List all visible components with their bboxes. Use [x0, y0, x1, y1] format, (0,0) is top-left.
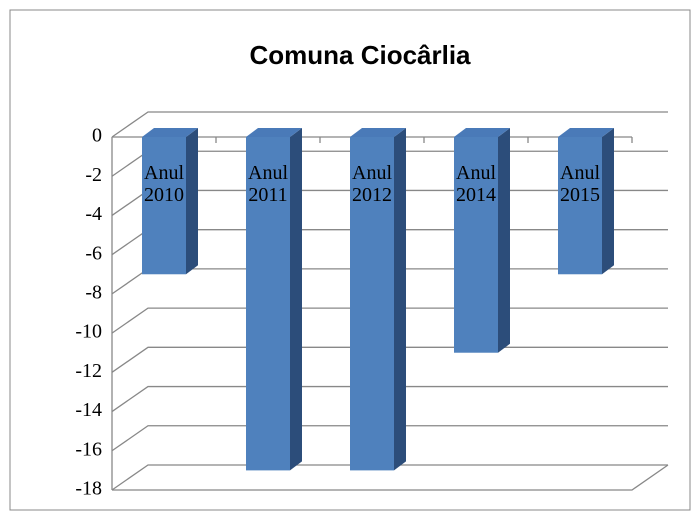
- y-tick-label: -4: [85, 203, 102, 225]
- floor-edge: [112, 464, 669, 491]
- grid-line: [111, 385, 668, 413]
- category-label-box: Anul 2010: [144, 162, 184, 206]
- bar-side: [498, 128, 510, 353]
- bar-side: [602, 128, 614, 275]
- y-tick-label: -6: [85, 242, 102, 264]
- bar: [558, 137, 602, 275]
- grid-line: [111, 464, 668, 491]
- category-label-box: Anul 2014: [456, 162, 496, 206]
- y-tick-label: -14: [75, 399, 102, 421]
- bar-side: [186, 128, 198, 275]
- grid-line: [111, 111, 668, 138]
- bar: [246, 137, 290, 471]
- y-tick-label: -18: [75, 478, 102, 500]
- bar-side: [290, 128, 302, 471]
- bar-top: [142, 128, 198, 137]
- x-tick-label: Anul 2010: [144, 162, 184, 206]
- x-tick-label: Anul 2012: [352, 162, 392, 206]
- x-tick-label: Anul 2011: [248, 162, 288, 206]
- grid-line: [111, 425, 668, 452]
- bar-top: [454, 128, 510, 137]
- bar: [142, 137, 186, 275]
- y-tick-label: -2: [85, 164, 102, 186]
- y-tick-label: -8: [85, 281, 102, 303]
- x-tick-label: Anul 2015: [560, 162, 600, 206]
- y-tick-label: -10: [75, 321, 102, 343]
- bar-top: [246, 128, 302, 137]
- x-tick-label: Anul 2014: [456, 162, 496, 206]
- category-label-box: Anul 2012: [352, 162, 392, 206]
- y-tick-label: -12: [75, 360, 102, 382]
- bar-side: [394, 128, 406, 471]
- y-tick-label: -16: [75, 438, 102, 460]
- bar-top: [558, 128, 614, 137]
- bar: [454, 137, 498, 353]
- category-label-box: Anul 2015: [560, 162, 600, 206]
- y-tick-label: 0: [92, 125, 102, 147]
- bar-top: [350, 128, 406, 137]
- category-label-box: Anul 2011: [248, 162, 288, 206]
- chart-title: Comuna Ciocârlia: [249, 40, 471, 70]
- bar: [350, 137, 394, 471]
